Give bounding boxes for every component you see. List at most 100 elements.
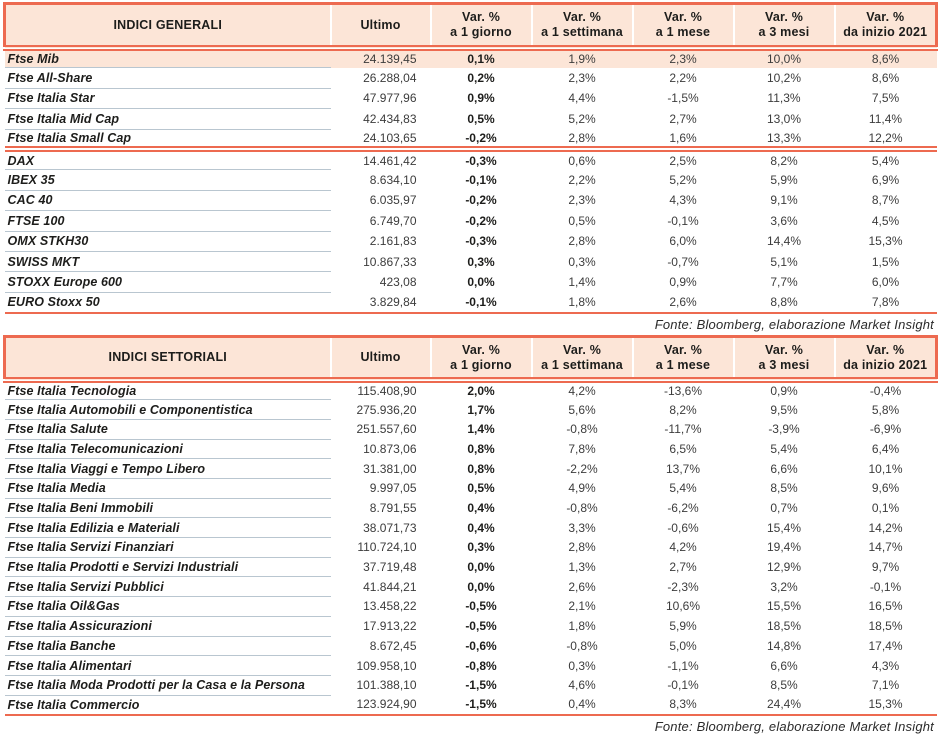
var-cell: 11,4% xyxy=(868,111,903,126)
var-cell: -0,1% xyxy=(667,213,699,228)
var-cell: 2,2% xyxy=(669,71,697,86)
var-cell: 4,2% xyxy=(669,540,697,555)
var-cell: 18,5% xyxy=(868,619,903,634)
table-title: INDICI SETTORIALI xyxy=(3,334,331,384)
table-row: Ftse Italia Star 47.977,96 0,9% 4,4% -1,5% 11… xyxy=(4,88,937,110)
var-cell: -6,9% xyxy=(869,422,902,437)
var-cell: 2,8% xyxy=(568,234,596,249)
var-cell: 1,5% xyxy=(871,254,900,269)
var-cell: -1,5% xyxy=(430,695,532,716)
var-cell: 1,8% xyxy=(531,292,633,314)
var-cell: -0,3% xyxy=(465,234,497,249)
column-header-ultimo: Ultimo xyxy=(329,334,431,384)
var-cell: -0,3% xyxy=(465,154,497,169)
table-row: Ftse Italia Beni Immobili 8.791,55 0,4% -0,… xyxy=(4,498,937,519)
var-cell: 2,8% xyxy=(568,540,596,555)
var-cell: 7,7% xyxy=(770,274,798,289)
table-row: IBEX 35 8.634,10 -0,1% 2,2% 5,2% 5,9% 6,9% xyxy=(4,169,937,191)
index-name-cell: Ftse Italia Moda Prodotti per la Casa e … xyxy=(4,675,331,696)
var-cell: 13,3% xyxy=(733,129,835,153)
var-cell: 12,2% xyxy=(834,129,937,153)
var-cell: -2,3% xyxy=(667,579,699,594)
var-cell: 8,6% xyxy=(871,71,900,86)
var-cell: 12,9% xyxy=(766,560,802,575)
var-cell: -3,9% xyxy=(768,422,800,437)
column-header-var-1-mese: Var. % a 1 mese xyxy=(631,2,734,51)
table-row: Ftse Italia Telecomunicazioni 10.873,06 0,… xyxy=(4,439,937,460)
ultimo-cell: 41.844,21 xyxy=(363,579,417,594)
var-cell: -1,1% xyxy=(667,658,699,673)
general-indices-header: INDICI GENERALI Ultimo Var. % a 1 giorno… xyxy=(3,2,938,51)
table-row: Ftse Mib 24.139,45 0,1% 1,9% 2,3% 10,0% 8,6% xyxy=(4,47,937,69)
sector-indices-body: Ftse Italia Tecnologia 115.408,90 2,0% 4,2%… xyxy=(4,380,937,716)
table-row: Ftse Italia Servizi Pubblici 41.844,21 0,0… xyxy=(4,576,937,598)
index-name-cell: Ftse Italia Automobili e Componentistica xyxy=(4,399,331,420)
column-header-var-1-settimana: Var. % a 1 settimana xyxy=(530,334,633,384)
index-name-cell: Ftse Italia Tecnologia xyxy=(4,380,331,401)
var-cell: 14,7% xyxy=(868,540,903,555)
var-cell: 19,4% xyxy=(766,540,802,555)
var-cell: -0,1% xyxy=(869,579,902,594)
var-cell: 0,9% xyxy=(467,91,495,106)
var-cell: 6,5% xyxy=(669,441,697,456)
table-row: SWISS MKT 10.867,33 0,3% 0,3% -0,7% 5,1% 1,5% xyxy=(4,251,937,273)
var-cell: 8,2% xyxy=(669,402,697,417)
table-row: FTSE 100 6.749,70 -0,2% 0,5% -0,1% 3,6% 4,5% xyxy=(4,210,937,232)
table-row: Ftse Italia Prodotti e Servizi Industria… xyxy=(4,557,937,578)
index-name-cell: FTSE 100 xyxy=(4,210,331,232)
var-cell: 2,8% xyxy=(531,129,633,153)
var-cell: 1,7% xyxy=(467,402,495,417)
var-cell: 3,6% xyxy=(770,213,798,228)
index-name-cell: Ftse Italia Assicurazioni xyxy=(4,616,331,637)
var-cell: 7,5% xyxy=(871,91,900,106)
var-cell: 8,7% xyxy=(871,193,900,208)
index-name-cell: Ftse Italia Salute xyxy=(4,419,331,440)
var-cell: 6,0% xyxy=(871,274,900,289)
var-cell: -0,2% xyxy=(430,129,532,153)
ultimo-cell: 6.035,97 xyxy=(369,193,417,208)
ultimo-cell: 31.381,00 xyxy=(363,461,417,476)
ultimo-cell: 101.388,10 xyxy=(356,678,417,693)
ultimo-cell: 17.913,22 xyxy=(363,619,417,634)
index-name-cell: Ftse Italia Telecomunicazioni xyxy=(4,439,331,460)
table-row: Ftse Italia Viaggi e Tempo Libero 31.381,… xyxy=(4,458,937,480)
var-cell: 18,5% xyxy=(766,619,802,634)
var-cell: 17,4% xyxy=(868,638,903,653)
index-name-cell: Ftse Italia Mid Cap xyxy=(4,108,331,130)
var-cell: 0,1% xyxy=(430,47,532,68)
index-name-cell: Ftse Italia Alimentari xyxy=(4,655,331,676)
table-row: Ftse Italia Salute 251.557,60 1,4% -0,8% -11… xyxy=(4,419,937,440)
var-cell: 0,7% xyxy=(770,501,798,516)
column-header-var-1-mese: Var. % a 1 mese xyxy=(631,334,734,384)
table-row: Ftse Italia Moda Prodotti per la Casa e … xyxy=(4,675,937,696)
ultimo-cell: 37.719,48 xyxy=(363,560,417,575)
var-cell: 0,8% xyxy=(467,461,495,476)
index-name-cell: Ftse Italia Viaggi e Tempo Libero xyxy=(4,458,331,480)
var-cell: 10,0% xyxy=(733,47,835,68)
var-cell: 2,7% xyxy=(669,560,697,575)
var-cell: -0,5% xyxy=(465,599,497,614)
var-cell: 5,8% xyxy=(871,402,900,417)
var-cell: 0,5% xyxy=(568,213,596,228)
ultimo-cell: 47.977,96 xyxy=(363,91,417,106)
ultimo-cell: 24.103,65 xyxy=(330,129,431,153)
table-row: Ftse Italia Assicurazioni 17.913,22 -0,5% 1… xyxy=(4,616,937,637)
var-cell: 0,0% xyxy=(467,579,495,594)
table-row: Ftse Italia Automobili e Componentistica… xyxy=(4,399,937,420)
var-cell: 0,9% xyxy=(770,384,798,399)
var-cell: 15,4% xyxy=(766,520,802,535)
var-cell: 1,6% xyxy=(632,129,734,153)
table-row: OMX STKH30 2.161,83 -0,3% 2,8% 6,0% 14,4% 15,3… xyxy=(4,231,937,252)
column-header-ultimo: Ultimo xyxy=(329,2,431,51)
ultimo-cell: 24.139,45 xyxy=(330,47,431,68)
var-cell: 0,3% xyxy=(467,540,495,555)
ultimo-cell: 423,08 xyxy=(379,274,417,289)
var-cell: 0,0% xyxy=(467,560,495,575)
ultimo-cell: 38.071,73 xyxy=(363,520,417,535)
index-name-cell: Ftse Italia Media xyxy=(4,478,331,499)
ultimo-cell: 10.873,06 xyxy=(363,441,417,456)
var-cell: 13,0% xyxy=(766,111,802,126)
var-cell: -0,7% xyxy=(667,254,699,269)
index-name-cell: Ftse Italia Servizi Finanziari xyxy=(4,537,331,558)
var-cell: 4,5% xyxy=(871,213,900,228)
